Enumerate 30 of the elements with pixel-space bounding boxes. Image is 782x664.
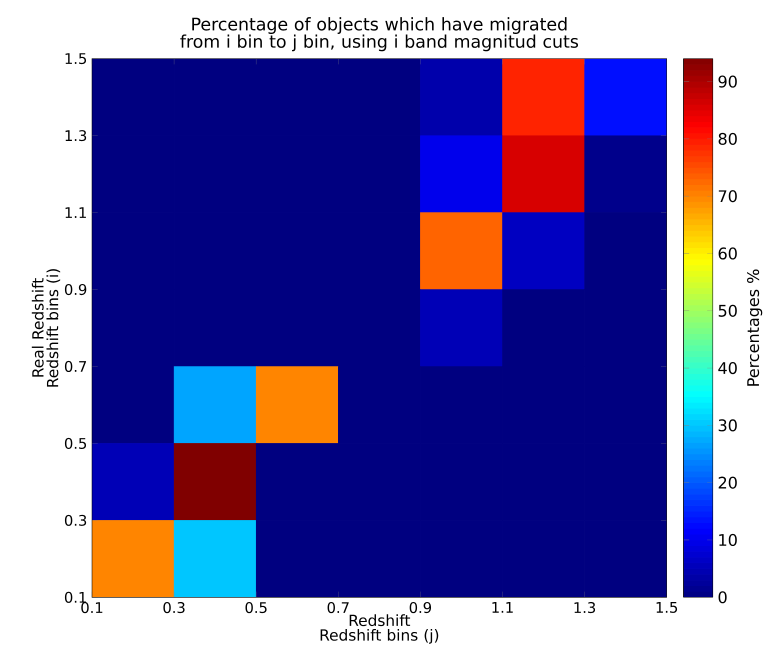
y-tick-label: 1.5 bbox=[66, 53, 86, 64]
color-bar-label: 0 bbox=[718, 591, 727, 604]
x-tick-label: 0.3 bbox=[163, 602, 185, 614]
color-bar-label: 10 bbox=[719, 534, 737, 546]
x-tick-label: 0.5 bbox=[245, 602, 267, 614]
x-tick-label: 0.1 bbox=[81, 602, 102, 614]
color-bar-title: Percentages % bbox=[747, 270, 762, 386]
color-bar-label: 50 bbox=[718, 304, 737, 317]
x-axis-title: Redshift Redshift bins (j) bbox=[320, 614, 438, 644]
color-bar-label: 60 bbox=[718, 247, 737, 260]
x-tick-label: 1.1 bbox=[492, 602, 513, 613]
y-tick-label: 0.5 bbox=[64, 438, 86, 449]
color-bar-label: 90 bbox=[718, 76, 737, 88]
chart-title: Percentage of objects which have migrated from i bin to j bin, using i band magnitud cuts bbox=[180, 17, 578, 52]
x-tick-label: 0.7 bbox=[328, 602, 349, 614]
y-tick-label: 1.3 bbox=[66, 130, 86, 142]
y-tick-label: 0.3 bbox=[64, 514, 86, 526]
color-bar-label: 20 bbox=[718, 476, 737, 489]
x-tick-label: 1.5 bbox=[656, 602, 678, 613]
y-tick-label: 0.9 bbox=[64, 284, 86, 296]
y-tick-label: 1.1 bbox=[66, 207, 86, 218]
color-bar-label: 30 bbox=[718, 419, 737, 432]
y-tick-label: 0.1 bbox=[64, 592, 86, 603]
color-bar-label: 70 bbox=[718, 190, 737, 202]
x-tick-label: 1.3 bbox=[574, 602, 596, 614]
color-bar-label: 80 bbox=[718, 132, 737, 145]
y-tick-label: 0.7 bbox=[64, 360, 86, 372]
color-bar-label: 40 bbox=[718, 362, 737, 374]
y-axis-title: Real Redshift Redshift bins (i) bbox=[32, 269, 60, 387]
x-tick-label: 0.9 bbox=[410, 602, 432, 614]
